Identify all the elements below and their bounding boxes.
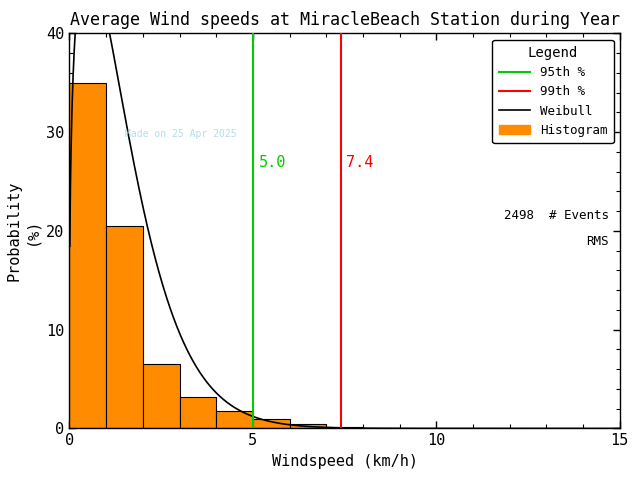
Bar [143,364,180,429]
Bar [180,397,216,429]
Bar [216,411,253,429]
Bar [326,427,363,429]
X-axis label: Windspeed (km/h): Windspeed (km/h) [271,454,418,469]
Text: RMS: RMS [586,235,609,248]
Bar [289,424,326,429]
Bar [363,428,399,429]
Text: Made on 25 Apr 2025: Made on 25 Apr 2025 [125,129,236,139]
Bar [106,226,143,429]
Text: 2498  # Events: 2498 # Events [504,209,609,222]
Text: 5.0: 5.0 [259,155,286,170]
Bar [70,83,106,429]
Title: Average Wind speeds at MiracleBeach Station during Year: Average Wind speeds at MiracleBeach Stat… [70,11,620,29]
Text: 7.4: 7.4 [346,155,374,170]
Bar [253,419,289,429]
Text: Probability
(%): Probability (%) [6,181,39,281]
Legend: 95th %, 99th %, Weibull, Histogram: 95th %, 99th %, Weibull, Histogram [492,40,614,143]
